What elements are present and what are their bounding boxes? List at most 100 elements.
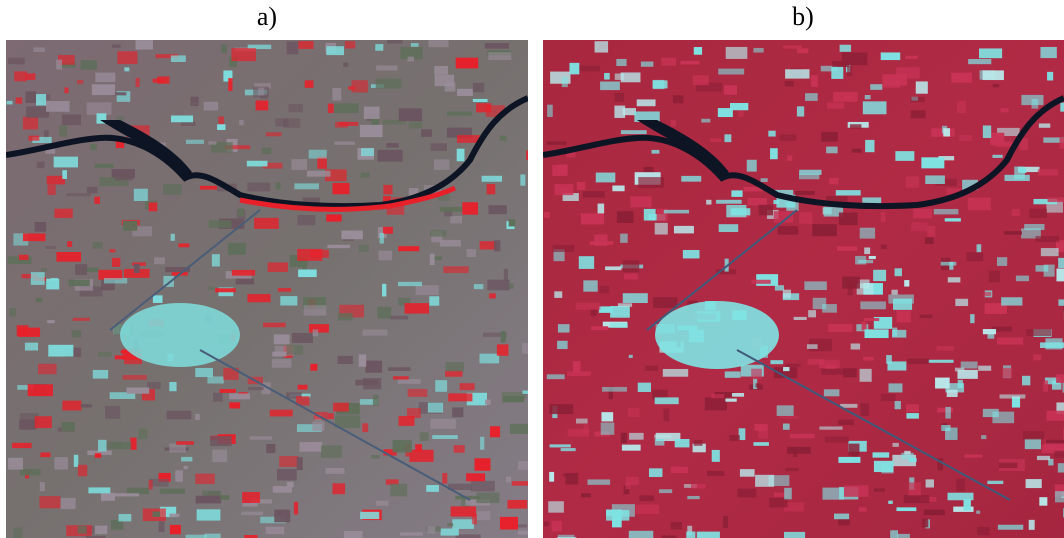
land-patch — [69, 280, 90, 287]
land-patch — [123, 375, 147, 380]
land-patch — [186, 140, 204, 144]
land-patch — [361, 148, 374, 156]
land-patch — [785, 69, 809, 78]
land-patch — [951, 73, 972, 83]
land-patch — [913, 209, 932, 219]
land-patch — [906, 176, 919, 187]
land-patch — [217, 124, 225, 130]
land-patch — [247, 183, 270, 192]
land-patch — [864, 329, 888, 338]
land-patch — [390, 484, 407, 497]
land-patch — [393, 440, 412, 452]
land-patch — [457, 149, 465, 162]
land-patch — [426, 485, 439, 492]
land-patch — [236, 279, 254, 285]
land-patch — [494, 240, 500, 251]
land-patch — [272, 352, 286, 357]
land-patch — [416, 285, 439, 295]
land-patch — [706, 200, 711, 205]
land-patch — [77, 80, 83, 84]
land-patch — [277, 469, 297, 480]
land-patch — [840, 45, 851, 52]
land-patch — [1026, 479, 1042, 488]
land-patch — [1040, 47, 1056, 58]
land-patch — [907, 358, 929, 363]
land-patch — [718, 69, 744, 75]
land-patch — [31, 272, 45, 285]
land-patch — [123, 221, 137, 231]
land-patch — [445, 371, 462, 377]
land-patch — [882, 74, 907, 85]
land-patch — [852, 149, 862, 153]
land-patch — [294, 502, 298, 515]
land-patch — [600, 286, 610, 294]
land-patch — [348, 86, 355, 89]
land-patch — [95, 73, 115, 82]
land-patch — [1000, 394, 1026, 398]
land-patch — [93, 370, 108, 379]
land-patch — [897, 534, 910, 538]
land-patch — [687, 496, 699, 499]
land-patch — [547, 141, 567, 145]
land-patch — [175, 470, 183, 481]
land-patch — [812, 224, 836, 236]
land-patch — [862, 322, 867, 331]
land-patch — [400, 532, 423, 535]
land-patch — [790, 434, 815, 438]
land-patch — [981, 435, 986, 439]
land-patch — [583, 280, 597, 291]
land-patch — [62, 422, 75, 431]
land-patch — [440, 240, 461, 247]
land-patch — [298, 385, 308, 390]
land-patch — [153, 512, 161, 517]
land-patch — [270, 410, 293, 417]
land-patch — [748, 198, 767, 205]
land-patch — [73, 318, 90, 321]
land-patch — [126, 387, 149, 393]
land-patch — [334, 103, 358, 113]
land-patch — [1046, 411, 1064, 421]
land-patch — [429, 296, 439, 305]
land-patch — [847, 66, 852, 76]
land-patch — [383, 185, 392, 195]
land-patch — [298, 41, 313, 49]
land-patch — [387, 40, 402, 43]
land-patch — [681, 61, 700, 65]
land-patch — [957, 101, 966, 113]
land-patch — [359, 245, 369, 252]
land-patch — [941, 262, 957, 266]
figure: a) b) — [0, 0, 1064, 538]
land-patch — [725, 399, 736, 402]
land-patch — [926, 479, 934, 487]
land-patch — [644, 167, 654, 172]
land-patch — [1012, 209, 1020, 216]
land-patch — [616, 59, 626, 66]
land-patch — [829, 178, 838, 184]
land-patch — [928, 360, 954, 363]
land-patch — [136, 78, 140, 87]
land-patch — [328, 104, 334, 113]
land-patch — [797, 48, 808, 53]
land-patch — [435, 75, 454, 86]
land-patch — [485, 43, 509, 49]
land-patch — [383, 227, 393, 234]
land-patch — [487, 184, 496, 194]
land-patch — [895, 268, 902, 276]
land-patch — [569, 63, 579, 75]
land-patch — [377, 307, 391, 319]
land-patch — [834, 514, 849, 520]
land-patch — [119, 514, 132, 521]
land-patch — [598, 204, 605, 214]
land-patch — [332, 483, 345, 494]
land-patch — [169, 382, 176, 391]
land-patch — [881, 212, 886, 222]
land-patch — [487, 280, 509, 291]
land-patch — [579, 256, 594, 269]
land-patch — [711, 394, 724, 398]
land-patch — [671, 120, 676, 127]
land-patch — [36, 298, 42, 302]
land-patch — [299, 442, 322, 452]
land-patch — [242, 492, 260, 503]
land-patch — [212, 254, 220, 266]
land-patch — [23, 233, 45, 241]
